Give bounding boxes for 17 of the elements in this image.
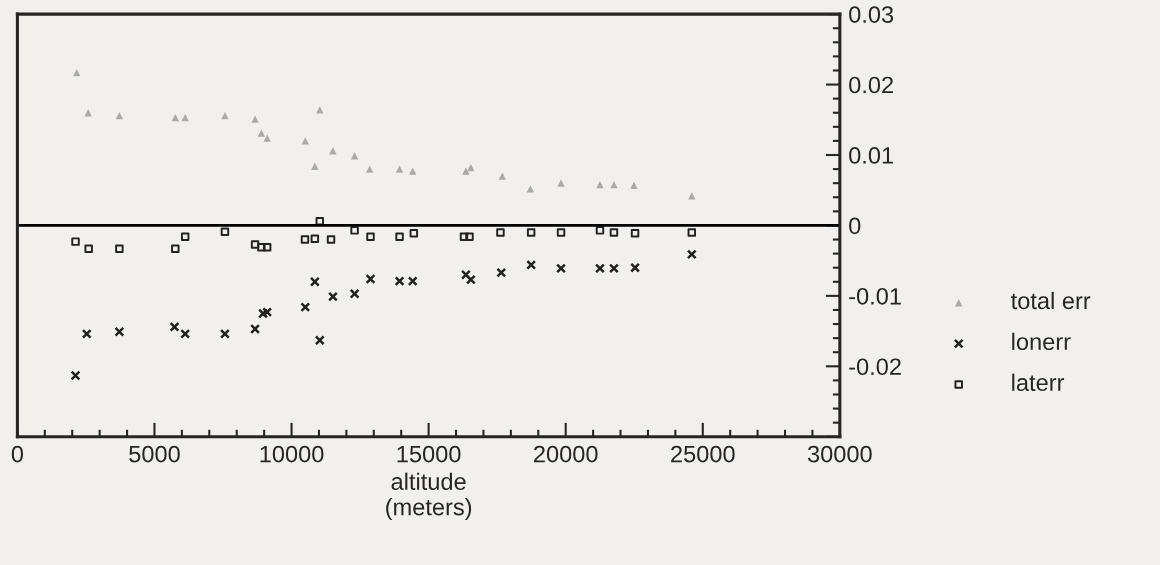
x-tick-label: 25000	[671, 445, 735, 463]
y-tick-label: 0.02	[849, 76, 893, 94]
x-tick-label: 15000	[397, 445, 461, 463]
x-tick-label: 20000	[534, 445, 598, 463]
y-tick-label: 0	[849, 217, 861, 235]
y-tick-label: -0.01	[849, 287, 901, 305]
legend-label: laterr	[1012, 373, 1065, 392]
x-tick-label: 0	[11, 445, 24, 463]
legend-label: lonerr	[1012, 332, 1071, 351]
x-axis-title: altitude (meters)	[386, 472, 472, 521]
y-tick-label: 0.03	[849, 6, 894, 23]
x-tick-label: 5000	[129, 445, 180, 463]
x-tick-label: 10000	[260, 445, 324, 463]
legend-label: total err	[1011, 291, 1091, 310]
y-tick-label: -0.02	[849, 358, 901, 376]
y-tick-label: 0.01	[849, 147, 893, 164]
x-tick-label: 30000	[807, 445, 872, 463]
